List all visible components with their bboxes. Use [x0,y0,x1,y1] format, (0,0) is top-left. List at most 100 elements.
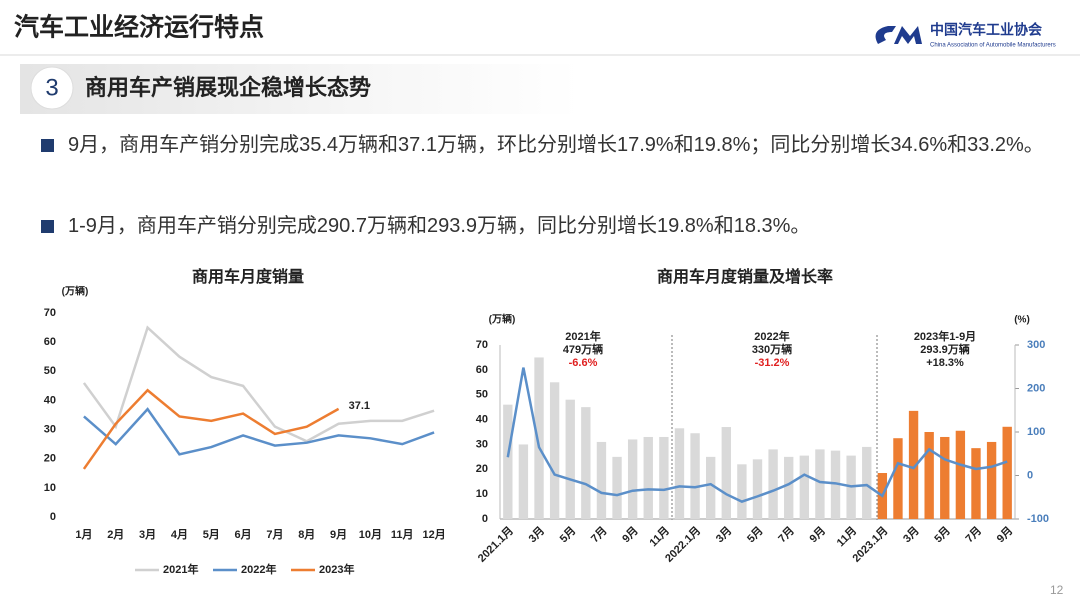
y-tick-label: 20 [44,453,56,465]
y-tick-label: 40 [476,413,488,425]
bullet: 1-9月，商用车产销分别完成290.7万辆和293.9万辆，同比分别增长19.8… [68,215,811,237]
y-tick-label: 50 [44,365,56,377]
legend-label: 2022年 [241,562,276,576]
bar [690,433,700,519]
x-tick-label: 5月 [557,524,578,545]
x-tick-label: 10月 [359,528,382,541]
y2-tick-label: 300 [1027,339,1045,351]
bar [768,449,778,519]
x-tick-label: 5月 [744,524,765,545]
bar [986,441,997,519]
x-tick-label: 3月 [900,524,921,545]
bar [596,441,607,519]
x-tick-label: 1月 [75,528,92,541]
bar [627,439,638,519]
x-tick-label: 3月 [526,524,547,545]
bullet-marker [41,220,54,233]
line [83,407,435,456]
bar [862,446,872,519]
y2-tick-label: 0 [1027,469,1033,481]
y2-tick-label: 200 [1027,382,1045,394]
bar [971,448,981,519]
x-tick-label: 2021.1月 [475,524,516,565]
chart-title: 商用车月度销量及增长率 [657,267,833,286]
annotation: 293.9万辆 [920,342,970,356]
y2-tick-label: -100 [1027,513,1049,525]
x-tick-label: 5月 [932,524,953,545]
bar [721,427,731,519]
annotation: 330万辆 [752,342,792,356]
x-tick-label: 11月 [391,528,414,541]
x-tick-label: 11月 [834,524,859,549]
section-band [20,64,580,114]
y-tick-label: 30 [44,423,56,435]
bar [518,444,529,519]
page-number: 12 [1050,583,1064,597]
bar [737,464,747,519]
bar [830,450,841,519]
section-badge [30,66,74,110]
bullet: 9月，商用车产销分别完成35.4万辆和37.1万辆，环比分别增长17.9%和19… [68,134,1044,156]
y-tick-label: 50 [476,389,488,401]
annotation: -6.6% [569,357,598,369]
section-title: 商用车产销展现企稳增长态势 [85,75,371,100]
bar [924,432,934,519]
annotation: 2023年1-9月 [914,329,976,343]
legend-label: 2021年 [163,562,198,576]
y-tick-label: 10 [44,482,56,494]
logo-mark [875,26,922,44]
x-tick-label: 4月 [171,528,188,541]
x-tick-label: 2月 [107,528,124,541]
x-tick-label: 7月 [588,524,609,545]
y-axis-label: (万辆) [489,313,516,326]
line [82,388,340,470]
logo-cn: 中国汽车工业协会 [930,22,1043,38]
bar [940,436,950,519]
y-tick-label: 30 [476,438,488,450]
y-tick-label: 40 [44,394,56,406]
bar [565,399,575,519]
y2-axis-label: (%) [1014,315,1030,326]
x-tick-label: 9月 [807,524,828,545]
legend-label: 2023年 [319,562,354,576]
bar [581,407,591,519]
data-label: 37.1 [349,400,370,412]
annotation: 2022年 [754,329,789,343]
x-tick-label: 7月 [963,524,984,545]
y2-tick-label: 100 [1027,426,1045,438]
bar [706,456,716,519]
x-tick-label: 3月 [139,528,156,541]
y-tick-label: 70 [476,339,488,351]
y-tick-label: 0 [50,511,56,523]
y-tick-label: 60 [44,336,56,348]
x-tick-label: 12月 [422,528,445,541]
bullet-marker [41,139,54,152]
bar [799,455,809,519]
x-tick-label: 3月 [713,524,734,545]
line [82,325,435,443]
bar [955,430,966,519]
annotation: 479万辆 [563,342,603,356]
bar [893,438,903,519]
slide-title: 汽车工业经济运行特点 [14,13,264,42]
chart-title: 商用车月度销量 [192,267,304,286]
y-tick-label: 0 [482,513,488,525]
y-tick-label: 10 [476,488,488,500]
bar [643,436,653,519]
bar [659,436,669,519]
bar [612,456,622,519]
section-number: 3 [45,74,58,101]
annotation: 2021年 [565,329,600,343]
bar [503,404,513,519]
y-axis-label: (万辆) [62,285,89,298]
x-tick-label: 6月 [235,528,252,541]
bar [908,410,919,519]
y-tick-label: 60 [476,364,488,376]
bar [1002,426,1012,519]
y-tick-label: 70 [44,307,56,319]
x-tick-label: 8月 [298,528,315,541]
bar [674,428,685,519]
x-tick-label: 9月 [994,524,1015,545]
